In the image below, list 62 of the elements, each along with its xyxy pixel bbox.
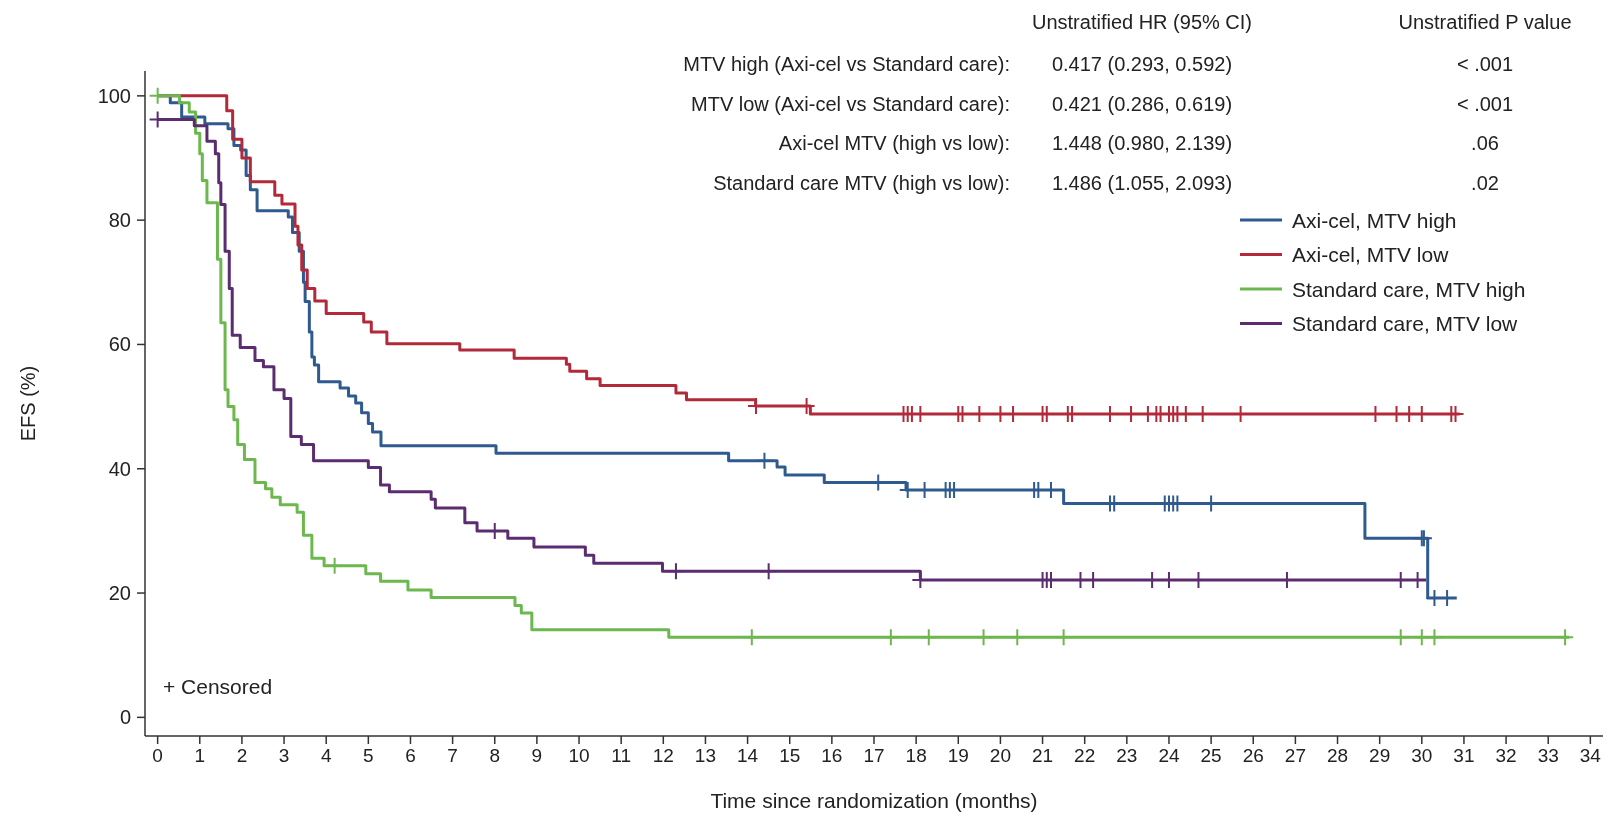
legend-label: Axi-cel, MTV low [1292,243,1450,266]
x-tick-label: 19 [947,745,969,766]
x-tick-label: 34 [1579,745,1602,766]
annotation: < .001 [1456,92,1514,115]
legend-label: Standard care, MTV high [1292,277,1526,301]
x-tick-label: 25 [1200,745,1222,766]
x-tick-label: 8 [489,745,501,766]
x-axis-title: Time since randomization (months) [710,789,1038,812]
x-tick-label: 5 [363,745,374,766]
annotation: Axi-cel MTV (high vs low): [778,132,1010,154]
annotation: 1.486 (1.055, 2.093) [1051,171,1233,194]
x-tick-label: 14 [737,745,759,766]
y-tick-label: 60 [108,333,131,356]
x-tick-label: 32 [1495,745,1517,766]
annotation: + Censored [163,675,273,698]
x-tick-label: 20 [989,745,1011,766]
x-tick-label: 0 [152,745,163,766]
x-tick-label: 7 [447,745,458,766]
x-tick-label: 21 [1031,745,1054,766]
x-tick-label: 22 [1074,745,1096,766]
x-tick-label: 1 [194,745,206,766]
legend-label: Axi-cel, MTV high [1292,208,1457,232]
x-tick-label: 9 [531,745,543,766]
x-tick-label: 33 [1537,745,1559,766]
x-tick-label: 3 [278,745,290,766]
y-tick-label: 80 [108,209,131,232]
x-tick-label: 15 [779,745,801,766]
y-tick-label: 20 [108,582,131,605]
x-tick-label: 6 [405,745,416,766]
x-tick-label: 28 [1326,745,1349,766]
x-tick-label: 17 [863,745,885,766]
y-tick-label: 0 [119,706,131,729]
x-tick-label: 23 [1116,745,1138,766]
annotation: 1.448 (0.980, 2.139) [1051,132,1233,154]
x-tick-label: 10 [568,745,590,766]
annotation: Standard care MTV (high vs low): [713,171,1010,194]
x-tick-label: 11 [611,745,632,766]
x-tick-label: 26 [1242,745,1264,766]
x-tick-label: 30 [1411,745,1433,766]
x-tick-label: 27 [1284,745,1306,766]
x-tick-label: 29 [1369,745,1391,766]
y-axis-title: EFS (%) [17,365,39,442]
annotation: 0.421 (0.286, 0.619) [1051,92,1233,115]
x-tick-label: 18 [905,745,927,766]
x-tick-label: 31 [1453,745,1475,766]
annotation: .02 [1471,171,1499,194]
x-tick-label: 4 [320,745,332,766]
annotation: .06 [1471,132,1499,154]
x-tick-label: 13 [694,745,717,766]
text: Unstratified P value [1398,11,1572,33]
annotation: 0.417 (0.293, 0.592) [1051,53,1233,75]
annotation: MTV low (Axi-cel vs Standard care): [691,92,1010,115]
y-tick-label: 100 [97,84,131,107]
text: Unstratified HR (95% CI) [1031,11,1253,33]
legend-label: Standard care, MTV low [1292,312,1519,335]
x-tick-label: 24 [1158,745,1180,766]
x-tick-label: 2 [236,745,248,766]
x-tick-label: 16 [821,745,843,766]
y-tick-label: 40 [108,457,131,480]
x-tick-label: 12 [652,745,674,766]
annotation: MTV high (Axi-cel vs Standard care): [683,53,1010,75]
annotation: < .001 [1456,53,1514,75]
